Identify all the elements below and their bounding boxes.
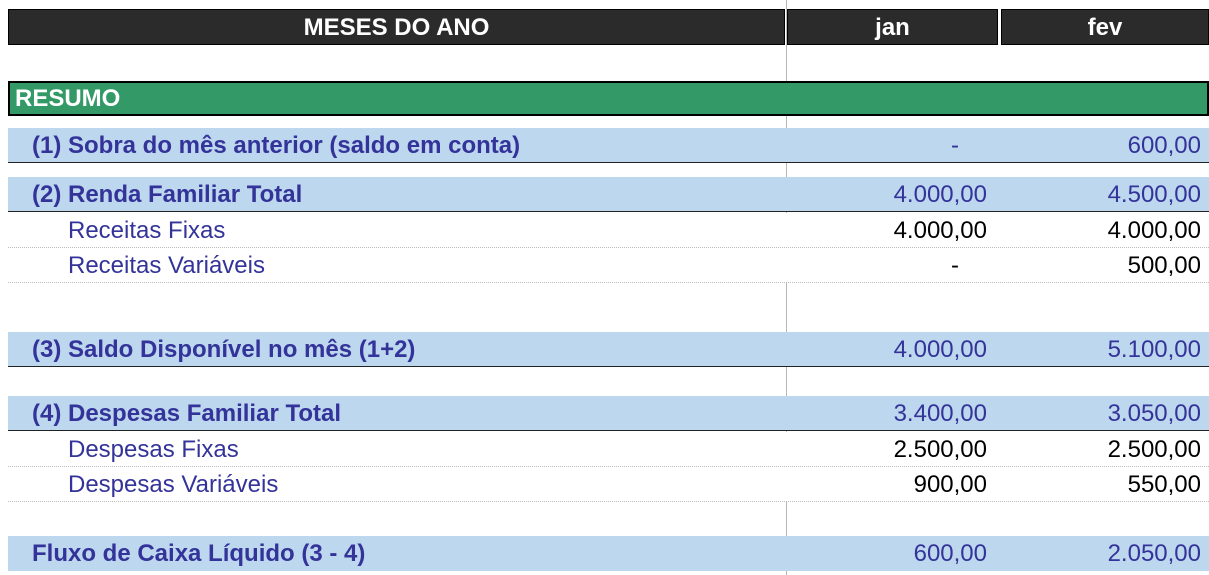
cell-jan[interactable]: 4.000,00 xyxy=(893,181,987,208)
cell-fev[interactable]: 4.500,00 xyxy=(1107,181,1201,208)
header-months-label[interactable]: MESES DO ANO xyxy=(8,9,785,45)
row-sobra-mes-anterior[interactable]: (1) Sobra do mês anterior (saldo em cont… xyxy=(8,128,1209,163)
row-label: Receitas Fixas xyxy=(68,217,226,244)
row-despesas-fixas[interactable]: Despesas Fixas 2.500,00 2.500,00 xyxy=(8,432,1209,467)
row-despesas-variaveis[interactable]: Despesas Variáveis 900,00 550,00 xyxy=(8,467,1209,502)
column-divider xyxy=(786,0,787,575)
row-receitas-fixas[interactable]: Receitas Fixas 4.000,00 4.000,00 xyxy=(8,213,1209,248)
row-label: Despesas Fixas xyxy=(68,436,239,463)
cell-fev[interactable]: 500,00 xyxy=(1127,252,1201,279)
cell-fev[interactable]: 3.050,00 xyxy=(1107,400,1201,427)
cell-jan[interactable]: 3.400,00 xyxy=(893,400,987,427)
cell-fev[interactable]: 5.100,00 xyxy=(1107,336,1201,363)
cell-jan[interactable]: 4.000,00 xyxy=(893,217,987,244)
row-label: Despesas Variáveis xyxy=(68,471,279,498)
row-label: (4) Despesas Familiar Total xyxy=(32,400,341,427)
row-label: (2) Renda Familiar Total xyxy=(32,181,303,208)
section-resumo[interactable]: RESUMO xyxy=(8,81,1209,116)
cell-jan[interactable]: 600,00 xyxy=(913,540,987,567)
cell-jan[interactable]: 2.500,00 xyxy=(893,436,987,463)
row-label: (1) Sobra do mês anterior (saldo em cont… xyxy=(32,132,521,159)
header-month-fev[interactable]: fev xyxy=(1001,9,1209,45)
cell-jan[interactable]: 4.000,00 xyxy=(893,336,987,363)
row-renda-familiar-total[interactable]: (2) Renda Familiar Total 4.000,00 4.500,… xyxy=(8,177,1209,212)
header-month-jan[interactable]: jan xyxy=(787,9,998,45)
cell-fev[interactable]: 4.000,00 xyxy=(1107,217,1201,244)
cell-fev[interactable]: 550,00 xyxy=(1127,471,1201,498)
cell-fev[interactable]: 2.050,00 xyxy=(1107,540,1201,567)
cell-fev[interactable]: 2.500,00 xyxy=(1107,436,1201,463)
row-despesas-familiar-total[interactable]: (4) Despesas Familiar Total 3.400,00 3.0… xyxy=(8,396,1209,431)
row-fluxo-caixa-liquido[interactable]: Fluxo de Caixa Líquido (3 - 4) 600,00 2.… xyxy=(8,536,1209,571)
row-saldo-disponivel[interactable]: (3) Saldo Disponível no mês (1+2) 4.000,… xyxy=(8,332,1209,367)
section-title: RESUMO xyxy=(15,85,121,112)
row-receitas-variaveis[interactable]: Receitas Variáveis - 500,00 xyxy=(8,248,1209,283)
cell-fev[interactable]: 600,00 xyxy=(1127,132,1201,159)
cell-jan[interactable]: - xyxy=(951,132,959,159)
row-label: Fluxo de Caixa Líquido (3 - 4) xyxy=(32,540,366,567)
cell-jan[interactable]: 900,00 xyxy=(913,471,987,498)
row-label: Receitas Variáveis xyxy=(68,252,265,279)
cell-jan[interactable]: - xyxy=(951,252,959,279)
row-label: (3) Saldo Disponível no mês (1+2) xyxy=(32,336,416,363)
